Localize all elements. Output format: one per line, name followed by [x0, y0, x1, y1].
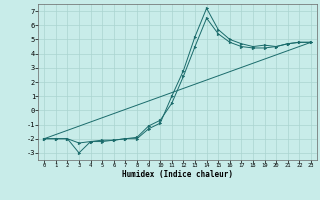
X-axis label: Humidex (Indice chaleur): Humidex (Indice chaleur)	[122, 170, 233, 179]
